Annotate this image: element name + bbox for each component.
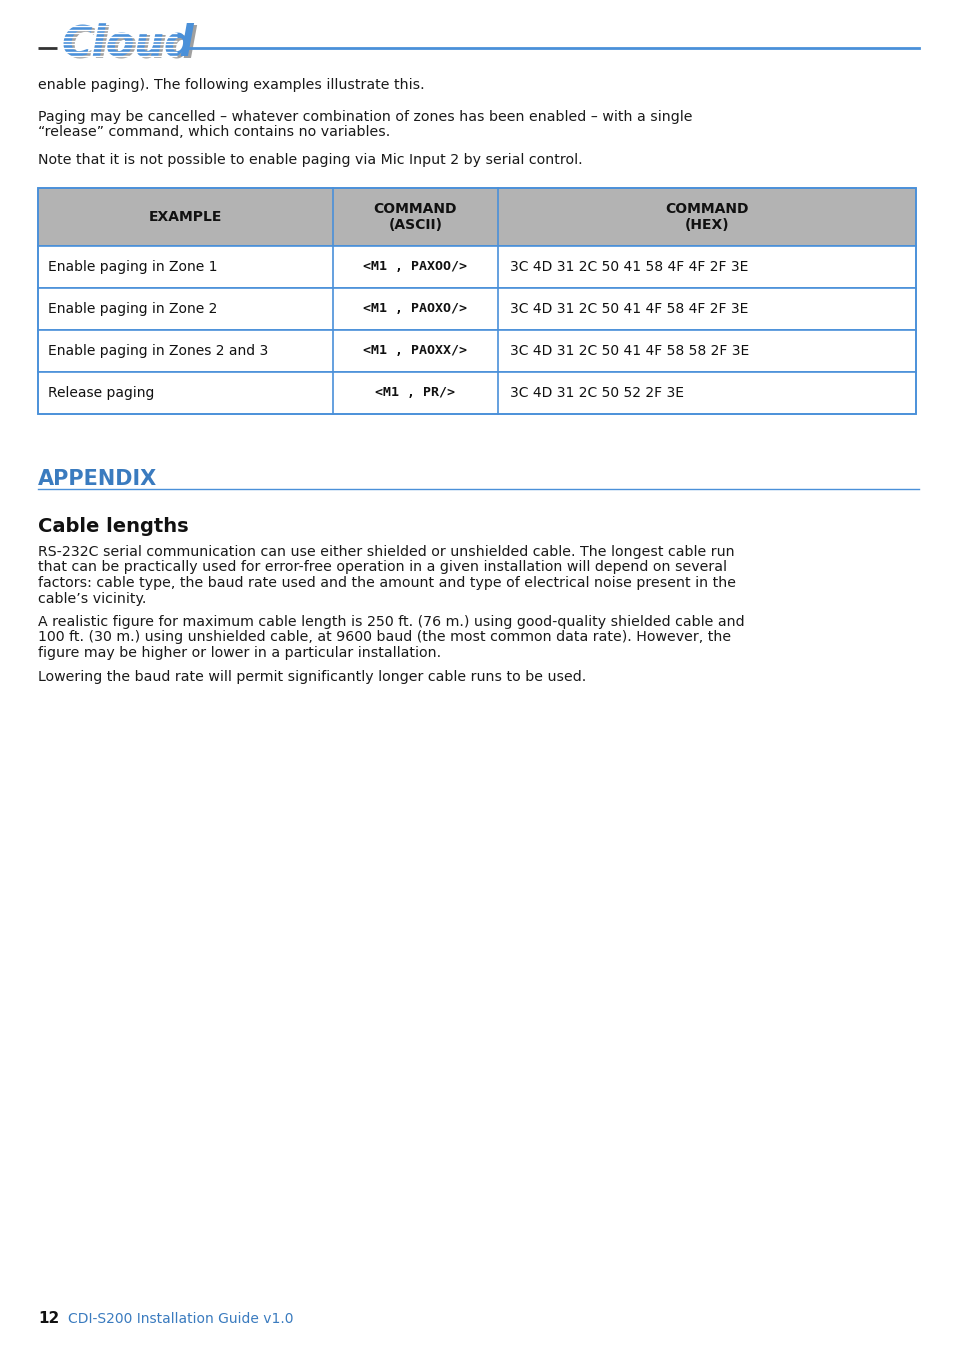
Text: “release” command, which contains no variables.: “release” command, which contains no var… <box>38 126 390 139</box>
Bar <box>38 288 915 330</box>
Text: <M1 , PAOXO/>: <M1 , PAOXO/> <box>363 302 467 315</box>
Text: Enable paging in Zones 2 and 3: Enable paging in Zones 2 and 3 <box>48 344 268 357</box>
Text: EXAMPLE: EXAMPLE <box>149 210 222 223</box>
Text: Note that it is not possible to enable paging via Mic Input 2 by serial control.: Note that it is not possible to enable p… <box>38 153 582 167</box>
Text: 12: 12 <box>38 1311 59 1326</box>
Bar <box>38 246 915 288</box>
Text: cable’s vicinity.: cable’s vicinity. <box>38 592 146 605</box>
Bar <box>38 330 915 372</box>
Text: A realistic figure for maximum cable length is 250 ft. (76 m.) using good-qualit: A realistic figure for maximum cable len… <box>38 615 744 630</box>
Text: Release paging: Release paging <box>48 386 154 399</box>
Text: 3C 4D 31 2C 50 41 58 4F 4F 2F 3E: 3C 4D 31 2C 50 41 58 4F 4F 2F 3E <box>510 260 747 274</box>
Text: APPENDIX: APPENDIX <box>38 468 157 489</box>
Text: factors: cable type, the baud rate used and the amount and type of electrical no: factors: cable type, the baud rate used … <box>38 575 735 590</box>
Text: that can be practically used for error-free operation in a given installation wi: that can be practically used for error-f… <box>38 561 726 574</box>
Text: Paging may be cancelled – whatever combination of zones has been enabled – with : Paging may be cancelled – whatever combi… <box>38 110 692 125</box>
Text: Cloud: Cloud <box>65 24 197 66</box>
Text: Cable lengths: Cable lengths <box>38 517 189 536</box>
Text: CDI-S200 Installation Guide v1.0: CDI-S200 Installation Guide v1.0 <box>68 1312 294 1326</box>
Text: Cloud: Cloud <box>62 22 194 64</box>
Text: <M1 , PR/>: <M1 , PR/> <box>375 386 455 399</box>
Text: 100 ft. (30 m.) using unshielded cable, at 9600 baud (the most common data rate): 100 ft. (30 m.) using unshielded cable, … <box>38 631 730 645</box>
Bar <box>38 188 915 414</box>
Text: Lowering the baud rate will permit significantly longer cable runs to be used.: Lowering the baud rate will permit signi… <box>38 669 586 684</box>
Text: COMMAND
(ASCII): COMMAND (ASCII) <box>374 202 456 232</box>
Text: figure may be higher or lower in a particular installation.: figure may be higher or lower in a parti… <box>38 646 440 659</box>
Text: COMMAND
(HEX): COMMAND (HEX) <box>664 202 748 232</box>
Text: RS-232C serial communication can use either shielded or unshielded cable. The lo: RS-232C serial communication can use eit… <box>38 546 734 559</box>
Bar <box>38 372 915 414</box>
Text: Enable paging in Zone 2: Enable paging in Zone 2 <box>48 302 217 315</box>
Text: 3C 4D 31 2C 50 41 4F 58 4F 2F 3E: 3C 4D 31 2C 50 41 4F 58 4F 2F 3E <box>510 302 747 315</box>
Text: 3C 4D 31 2C 50 52 2F 3E: 3C 4D 31 2C 50 52 2F 3E <box>510 386 683 399</box>
Bar <box>38 188 915 246</box>
Text: 3C 4D 31 2C 50 41 4F 58 58 2F 3E: 3C 4D 31 2C 50 41 4F 58 58 2F 3E <box>510 344 748 357</box>
Text: <M1 , PAOXX/>: <M1 , PAOXX/> <box>363 344 467 357</box>
Text: <M1 , PAXOO/>: <M1 , PAXOO/> <box>363 260 467 274</box>
Text: Enable paging in Zone 1: Enable paging in Zone 1 <box>48 260 217 274</box>
Text: enable paging). The following examples illustrate this.: enable paging). The following examples i… <box>38 79 424 92</box>
